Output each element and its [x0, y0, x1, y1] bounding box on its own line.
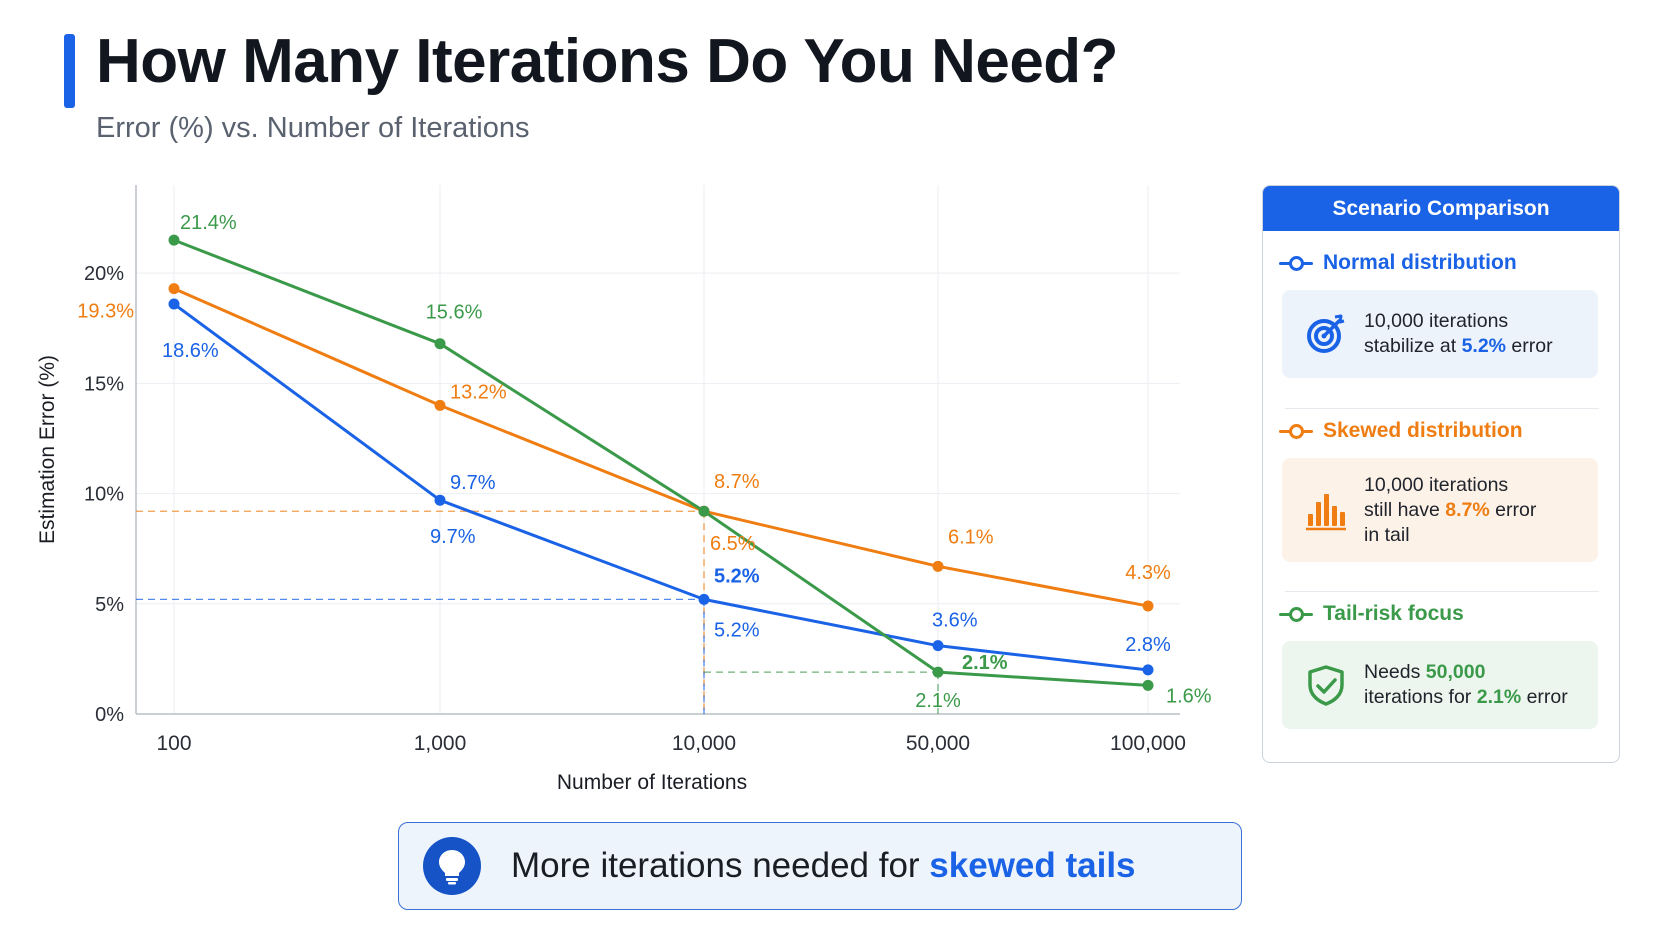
scenario-highlight: 2.1% — [1476, 686, 1522, 708]
scenario-description: Needs 50,000 iterations for 2.1% error — [1364, 660, 1568, 710]
scenario-highlight: 8.7% — [1445, 498, 1490, 521]
divider — [1285, 591, 1599, 592]
x-axis-label: Number of Iterations — [557, 771, 747, 794]
scenario-highlight: 50,000 — [1425, 661, 1486, 683]
scenario-title: Tail-risk focus — [1279, 599, 1605, 629]
data-point — [932, 666, 944, 678]
data-point — [1142, 679, 1154, 691]
scenario-title: Normal distribution — [1279, 248, 1605, 278]
data-label: 1.6% — [1166, 685, 1212, 707]
data-point — [1142, 664, 1154, 676]
legend-line-icon — [1279, 424, 1313, 439]
y-tick-label: 10% — [84, 484, 124, 506]
scenario-line: 10,000 iterations — [1364, 310, 1509, 332]
bar-chart-icon — [1306, 494, 1346, 531]
y-axis-label: Estimation Error (%) — [36, 355, 59, 544]
line-chart: 0% 5% 10% 15% 20% 100 1,000 10,000 50,000 100,000… — [36, 185, 1212, 794]
data-point — [434, 494, 446, 506]
data-label: 3.6% — [932, 610, 978, 632]
page-subtitle: Error (%) vs. Number of Iterations — [96, 112, 530, 144]
page-title: How Many Iterations Do You Need? — [96, 27, 1119, 96]
x-tick-label: 50,000 — [906, 732, 970, 755]
x-tick-label: 1,000 — [414, 732, 467, 755]
data-label: 15.6% — [426, 302, 483, 324]
data-label: 6.1% — [948, 526, 994, 548]
data-point — [932, 640, 944, 652]
scenario-highlight: 5.2% — [1461, 335, 1507, 357]
x-tick-label: 100,000 — [1110, 732, 1186, 755]
data-label: 6.5% — [710, 533, 756, 555]
scenario-name: Skewed distribution — [1323, 419, 1523, 442]
scenario-description: 10,000 iterations stabilize at 5.2% erro… — [1364, 309, 1553, 359]
insight-callout: More iterations needed for skewed tails — [398, 822, 1242, 910]
scenario-box: 10,000 iterations still have 8.7% error … — [1282, 458, 1598, 562]
scenario-panel: Scenario Comparison Normal distribution … — [1262, 185, 1620, 763]
scenario-name: Normal distribution — [1323, 251, 1517, 274]
scenario-name: Tail-risk focus — [1323, 602, 1464, 625]
data-label: 5.2% — [714, 565, 760, 587]
divider — [1285, 408, 1599, 409]
scenario-description: 10,000 iterations still have 8.7% error … — [1364, 473, 1536, 548]
data-point — [698, 593, 710, 605]
y-tick-label: 0% — [95, 704, 124, 726]
target-icon — [1307, 314, 1345, 353]
scenario-normal: Normal distribution 10,000 iterations st… — [1279, 248, 1605, 378]
shield-check-icon — [1308, 665, 1344, 706]
data-point — [1142, 600, 1154, 612]
data-point — [434, 338, 446, 350]
data-label: 2.8% — [1125, 634, 1171, 656]
legend-line-icon — [1279, 256, 1313, 271]
scenario-line: 10,000 iterations — [1364, 473, 1509, 496]
x-tick-label: 10,000 — [672, 732, 736, 755]
data-label: 2.1% — [915, 690, 961, 712]
data-point — [698, 505, 710, 517]
data-label: 21.4% — [180, 212, 237, 234]
data-point — [168, 283, 180, 295]
data-label: 2.1% — [962, 652, 1008, 674]
data-label: 8.7% — [714, 471, 760, 493]
y-tick-label: 15% — [84, 373, 124, 395]
title-accent-bar — [64, 34, 75, 108]
scenario-box: 10,000 iterations stabilize at 5.2% erro… — [1282, 290, 1598, 378]
callout-emphasis: skewed tails — [929, 846, 1136, 885]
lightbulb-icon — [423, 837, 481, 895]
y-tick-label: 5% — [95, 594, 124, 616]
legend-line-icon — [1279, 607, 1313, 622]
scenario-line: Needs 50,000 — [1364, 661, 1486, 683]
data-label: 18.6% — [162, 340, 219, 362]
scenario-title: Skewed distribution — [1279, 416, 1605, 446]
x-tick-label: 100 — [156, 732, 191, 755]
data-label: 5.2% — [714, 619, 760, 641]
scenario-skewed: Skewed distribution 10,000 iterations st… — [1279, 416, 1605, 562]
data-label: 13.2% — [450, 381, 507, 403]
scenario-line: stabilize at 5.2% error — [1364, 335, 1553, 357]
data-point — [434, 399, 446, 411]
scenario-line: still have 8.7% error — [1364, 498, 1537, 521]
series-line — [173, 287, 1149, 608]
callout-text: More iterations needed for skewed tails — [511, 846, 1136, 885]
series-line — [173, 238, 1149, 687]
data-label: 19.3% — [77, 301, 134, 323]
scenario-tail-risk: Tail-risk focus Needs 50,000 iterations … — [1279, 599, 1605, 729]
series-line — [173, 302, 1149, 672]
scenario-box: Needs 50,000 iterations for 2.1% error — [1282, 641, 1598, 729]
data-point — [932, 560, 944, 572]
panel-title: Scenario Comparison — [1263, 186, 1619, 231]
scenario-line: in tail — [1364, 523, 1410, 546]
data-label: 9.7% — [450, 472, 496, 494]
data-point — [168, 234, 180, 246]
data-label: 9.7% — [430, 526, 476, 548]
data-point — [168, 298, 180, 310]
data-label: 4.3% — [1125, 562, 1171, 584]
scenario-line: iterations for 2.1% error — [1364, 686, 1568, 708]
y-tick-label: 20% — [84, 263, 124, 285]
